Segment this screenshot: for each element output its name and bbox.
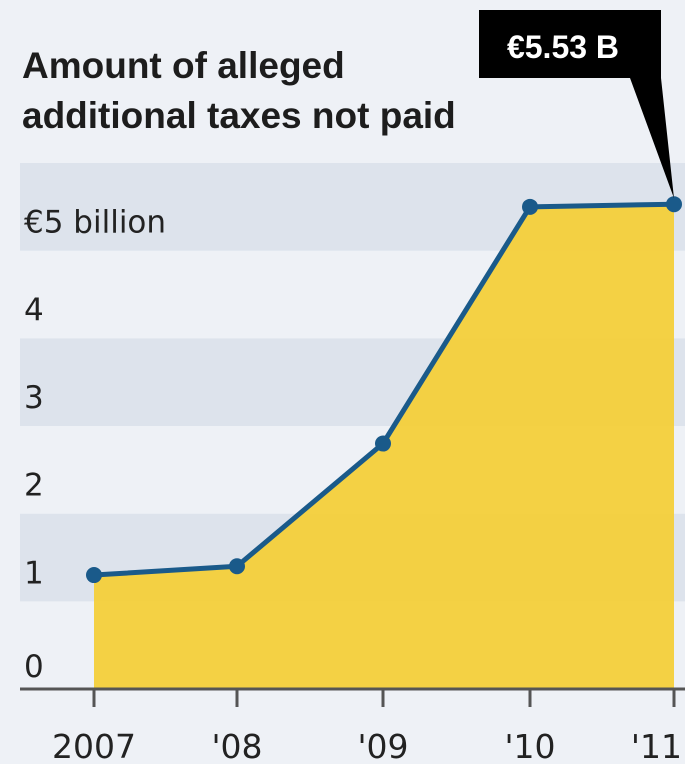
y-tick-label: 4 (24, 292, 44, 328)
callout-box (479, 10, 674, 199)
x-tick-labels: 2007 '08 '09 '10 '11 (52, 689, 682, 764)
data-point (375, 435, 391, 452)
x-tick-label: '10 (504, 727, 555, 764)
y-tick-label: 3 (24, 380, 44, 416)
x-tick-label: '09 (357, 727, 408, 764)
y-tick-label: 0 (24, 649, 44, 685)
y-tick-label: 2 (24, 468, 44, 504)
y-tick-label: €5 billion (24, 205, 166, 241)
data-point (666, 196, 682, 213)
y-tick-label: 1 (24, 555, 44, 591)
y-tick-labels: 0 1 2 3 4 €5 billion (24, 205, 166, 685)
value-callout: €5.53 B (479, 10, 674, 199)
x-tick-label: 2007 (52, 727, 136, 764)
points-layer (86, 196, 682, 584)
chart-title: Amount of alleged additional taxes not p… (22, 45, 456, 136)
x-tick-label: '11 (631, 727, 682, 764)
chart-title-line-2: additional taxes not paid (22, 95, 456, 136)
chart-title-line-1: Amount of alleged (22, 45, 345, 86)
data-point (86, 567, 102, 584)
x-tick-label: '08 (211, 727, 262, 764)
callout-label: €5.53 B (507, 29, 619, 65)
data-point (229, 558, 245, 575)
data-point (522, 198, 538, 215)
